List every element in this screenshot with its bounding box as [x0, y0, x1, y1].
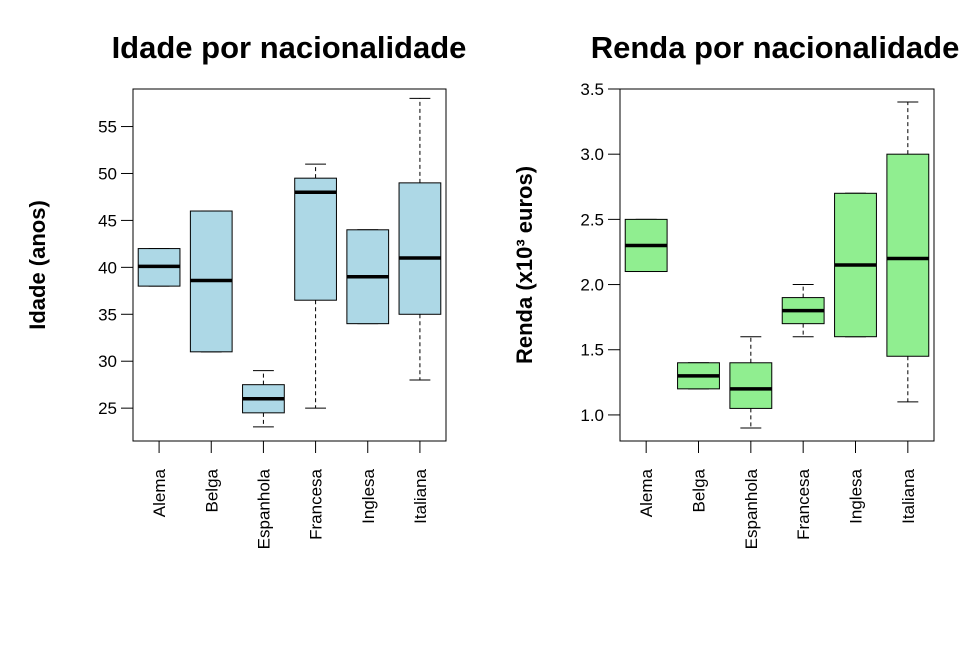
y-tick-label: 55 — [98, 118, 117, 137]
y-tick-label: 1.0 — [580, 406, 604, 425]
x-tick-label: Espanhola — [254, 468, 273, 549]
chart-title: Renda por nacionalidade — [591, 30, 960, 65]
age-boxplot-panel: Idade por nacionalidade Idade (anos) 25 3… — [25, 30, 466, 549]
x-tick-label: Inglesa — [847, 468, 866, 523]
y-tick-label: 25 — [98, 399, 117, 418]
y-tick-label: 30 — [98, 352, 117, 371]
income-boxplot-panel: Renda por nacionalidade Renda (x10³ euro… — [512, 30, 959, 549]
y-tick-label: 3.5 — [580, 80, 604, 99]
x-tick-label: Italiana — [899, 468, 918, 523]
y-axis-label: Renda (x10³ euros) — [512, 166, 537, 364]
x-tick-label: Espanhola — [742, 468, 761, 549]
x-tick-label: Francesa — [794, 468, 813, 539]
y-tick-label: 45 — [98, 211, 117, 230]
box-francesa — [294, 177, 337, 301]
x-tick-label: Italiana — [411, 468, 430, 523]
box-italiana — [886, 153, 930, 357]
y-tick-label: 35 — [98, 305, 117, 324]
x-tick-label: Belga — [202, 468, 221, 512]
y-tick-label: 40 — [98, 258, 117, 277]
y-tick-label: 3.0 — [580, 145, 604, 164]
y-tick-label: 1.5 — [580, 341, 604, 360]
y-tick-label: 50 — [98, 164, 117, 183]
x-tick-label: Francesa — [307, 468, 326, 539]
y-tick-label: 2.0 — [580, 276, 604, 295]
x-tick-label: Inglesa — [359, 468, 378, 523]
y-axis-label: Idade (anos) — [25, 200, 50, 330]
x-tick-label: Alema — [637, 468, 656, 517]
x-tick-label: Alema — [150, 468, 169, 517]
y-tick-label: 2.5 — [580, 210, 604, 229]
box-espanhola — [729, 362, 773, 409]
box-italiana — [398, 182, 442, 315]
chart-title: Idade por nacionalidade — [112, 30, 467, 65]
x-tick-label: Belga — [690, 468, 709, 512]
